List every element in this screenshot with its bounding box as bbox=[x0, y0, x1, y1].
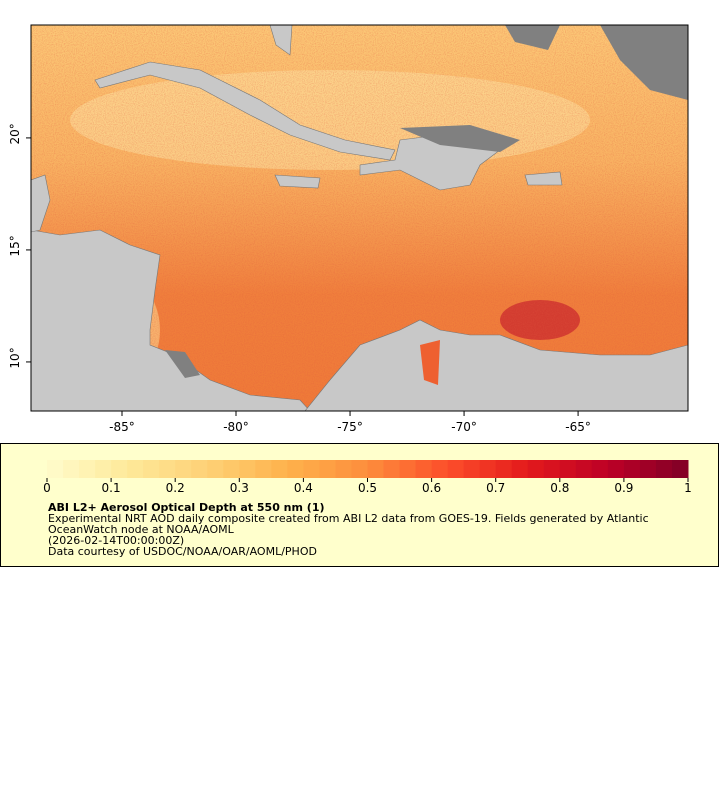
y-tick-label: 20° bbox=[8, 123, 22, 144]
colorbar-step bbox=[383, 460, 401, 478]
colorbar-step bbox=[271, 460, 288, 478]
colorbar-step bbox=[255, 460, 272, 478]
axes: -85° -80° -75° -70° -65° 10° 15° 20° bbox=[8, 123, 591, 434]
x-tick-label: -70° bbox=[451, 420, 477, 434]
colorbar-step bbox=[351, 460, 368, 478]
colorbar-tick-label: 0.1 bbox=[102, 481, 121, 495]
colorbar-step bbox=[447, 460, 465, 478]
colorbar-step bbox=[415, 460, 433, 478]
colorbar-step bbox=[479, 460, 497, 478]
colorbar-step bbox=[207, 460, 224, 478]
colorbar-tick-label: 0 bbox=[43, 481, 51, 495]
legend-title: ABI L2+ Aerosol Optical Depth at 550 nm … bbox=[48, 501, 325, 514]
colorbar-tick-label: 0.8 bbox=[550, 481, 569, 495]
colorbar-step bbox=[575, 460, 593, 478]
colorbar-step bbox=[239, 460, 256, 478]
x-tick-label: -65° bbox=[565, 420, 591, 434]
colorbar-step bbox=[623, 460, 641, 478]
colorbar-step bbox=[543, 460, 561, 478]
colorbar-tick-label: 0.5 bbox=[358, 481, 377, 495]
x-tick-label: -85° bbox=[109, 420, 135, 434]
x-tick-label: -75° bbox=[337, 420, 363, 434]
colorbar-step bbox=[335, 460, 352, 478]
legend-line: (2026-02-14T00:00:00Z) bbox=[48, 534, 184, 547]
x-tick-label: -80° bbox=[223, 420, 249, 434]
colorbar-tick-label: 0.6 bbox=[422, 481, 441, 495]
legend-line: Data courtesy of USDOC/NOAA/OAR/AOML/PHO… bbox=[48, 545, 317, 558]
colorbar-step bbox=[607, 460, 625, 478]
colorbar-step bbox=[159, 460, 176, 478]
colorbar-step bbox=[191, 460, 208, 478]
colorbar-step bbox=[319, 460, 336, 478]
colorbar-step bbox=[495, 460, 513, 478]
colorbar-step bbox=[79, 460, 96, 478]
colorbar-tick-label: 0.2 bbox=[166, 481, 185, 495]
colorbar-tick-label: 0.3 bbox=[230, 481, 249, 495]
legend-line: Experimental NRT AOD daily composite cre… bbox=[48, 512, 649, 525]
colorbar-tick-label: 0.4 bbox=[294, 481, 313, 495]
colorbar: 0 0.1 0.2 0.3 0.4 0.5 0.6 0.7 0.8 0.9 1 bbox=[43, 460, 692, 495]
colorbar-step bbox=[47, 460, 64, 478]
colorbar-step bbox=[287, 460, 304, 478]
colorbar-step bbox=[175, 460, 192, 478]
colorbar-step bbox=[223, 460, 240, 478]
colorbar-step bbox=[143, 460, 160, 478]
colorbar-step bbox=[559, 460, 577, 478]
legend-line: OceanWatch node at NOAA/AOML bbox=[48, 523, 235, 536]
map-frame bbox=[30, 24, 689, 412]
colorbar-tick-label: 1 bbox=[684, 481, 692, 495]
map-image bbox=[31, 25, 688, 411]
colorbar-step bbox=[655, 460, 673, 478]
colorbar-step bbox=[463, 460, 481, 478]
y-tick-label: 15° bbox=[8, 235, 22, 256]
colorbar-step bbox=[399, 460, 417, 478]
colorbar-step bbox=[95, 460, 112, 478]
colorbar-tick-label: 0.9 bbox=[614, 481, 633, 495]
colorbar-step bbox=[303, 460, 320, 478]
colorbar-step bbox=[511, 460, 529, 478]
colorbar-step bbox=[431, 460, 449, 478]
colorbar-step bbox=[639, 460, 657, 478]
colorbar-step bbox=[63, 460, 80, 478]
y-tick-label: 10° bbox=[8, 347, 22, 368]
colorbar-tick-label: 0.7 bbox=[486, 481, 505, 495]
colorbar-step bbox=[367, 460, 385, 478]
colorbar-step bbox=[127, 460, 144, 478]
colorbar-step bbox=[671, 460, 689, 478]
colorbar-step bbox=[527, 460, 545, 478]
colorbar-step bbox=[591, 460, 609, 478]
colorbar-step bbox=[111, 460, 128, 478]
